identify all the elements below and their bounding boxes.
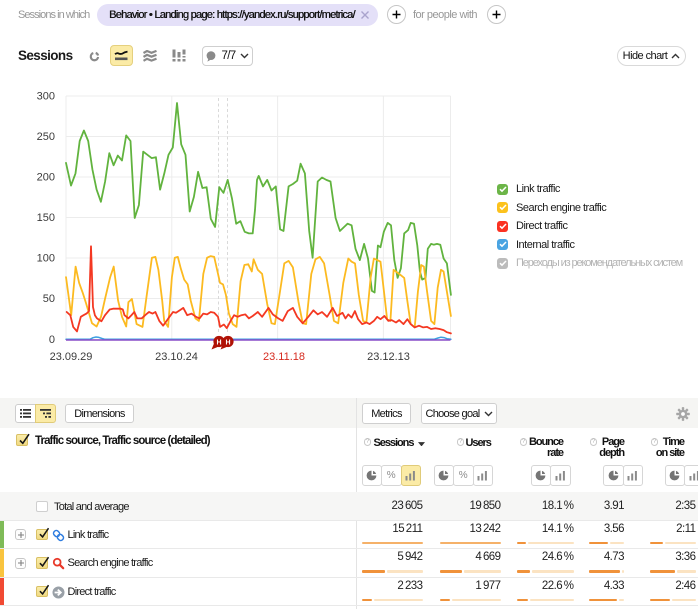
svg-text:100: 100: [37, 253, 55, 265]
svg-text:H: H: [216, 340, 221, 347]
svg-text:250: 250: [37, 131, 55, 143]
svg-text:200: 200: [37, 172, 55, 184]
svg-text:23.10.24: 23.10.24: [155, 351, 198, 363]
svg-text:50: 50: [43, 293, 55, 305]
svg-text:23.09.29: 23.09.29: [50, 351, 93, 363]
svg-text:H: H: [225, 340, 230, 347]
svg-text:23.12.13: 23.12.13: [367, 351, 410, 363]
svg-text:23.11.18: 23.11.18: [263, 351, 305, 363]
svg-text:300: 300: [37, 91, 55, 103]
svg-text:150: 150: [37, 212, 55, 224]
svg-text:0: 0: [49, 334, 55, 346]
